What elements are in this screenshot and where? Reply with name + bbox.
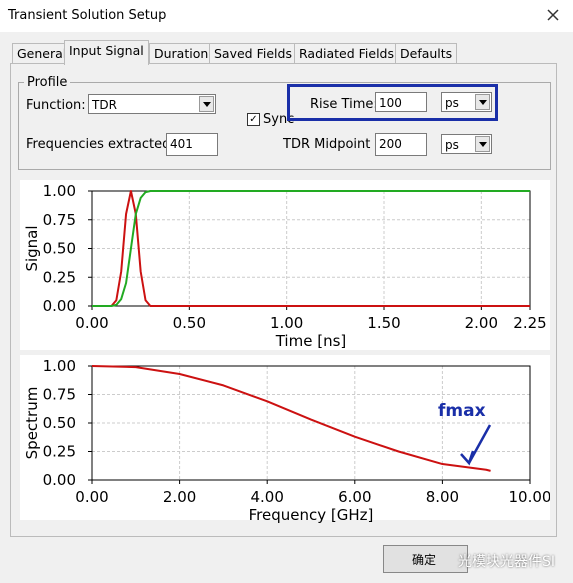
label: Sync bbox=[263, 112, 295, 127]
y-tick-label: 0.25 bbox=[43, 268, 76, 286]
plot-frame bbox=[91, 365, 531, 481]
rise-time-input[interactable]: 100 bbox=[375, 92, 427, 112]
label: Function: bbox=[26, 98, 86, 113]
charts: 0.00 0.25 0.50 0.75 1.00 0.00 0.50 1.00 1.50 2.00… bbox=[20, 180, 550, 524]
y-tick-label: 1.00 bbox=[43, 182, 76, 200]
x-tick-label: 8.00 bbox=[426, 488, 459, 506]
y-tick-label: 1.00 bbox=[43, 357, 76, 375]
x-tick-label: 2.25 bbox=[513, 314, 546, 332]
x-tick-label: 0.00 bbox=[75, 314, 108, 332]
x-tick-label: 2.00 bbox=[163, 488, 196, 506]
close-button[interactable] bbox=[546, 8, 560, 22]
midpoint-input[interactable]: 200 bbox=[375, 133, 427, 156]
x-axis-title: Frequency [GHz] bbox=[249, 506, 374, 524]
x-tick-label: 6.00 bbox=[338, 488, 371, 506]
ok-button[interactable]: 确定 bbox=[383, 545, 468, 573]
sync-checkbox[interactable]: ✓ bbox=[247, 113, 260, 126]
series-line bbox=[91, 365, 491, 472]
series-line bbox=[92, 190, 530, 307]
x-tick-label: 0.00 bbox=[75, 488, 108, 506]
tab[interactable]: Defaults bbox=[395, 43, 458, 64]
series-line bbox=[92, 190, 530, 307]
y-tick-label: 0.75 bbox=[43, 211, 76, 229]
x-tick-label: 2.00 bbox=[465, 314, 498, 332]
tab-panel bbox=[10, 63, 557, 537]
dropdown-arrow bbox=[475, 136, 490, 152]
y-tick-label: 0.50 bbox=[43, 414, 76, 432]
dropdown-arrow bbox=[199, 96, 214, 112]
select-value: ps bbox=[445, 138, 459, 152]
watermark: 光模块光器件SI bbox=[458, 554, 556, 570]
select-value: TDR bbox=[92, 98, 117, 112]
tab[interactable]: Saved Fields bbox=[209, 43, 297, 64]
unit-select[interactable]: ps bbox=[441, 134, 492, 154]
label: Frequencies extracted: bbox=[26, 137, 175, 152]
function-select[interactable]: TDR bbox=[88, 94, 216, 114]
annotation: fmax bbox=[438, 401, 486, 421]
chart-panel bbox=[20, 180, 550, 350]
x-tick-label: 10.00 bbox=[509, 488, 550, 506]
tab[interactable]: Duration bbox=[149, 43, 214, 64]
chart-panel bbox=[20, 355, 550, 520]
title-bar bbox=[0, 0, 573, 32]
y-tick-label: 0.25 bbox=[43, 443, 76, 461]
x-tick-label: 1.00 bbox=[270, 314, 303, 332]
tab[interactable]: General bbox=[12, 43, 72, 64]
profile-group bbox=[18, 82, 551, 170]
group-legend: Profile bbox=[24, 75, 71, 90]
y-tick-label: 0.00 bbox=[43, 297, 76, 315]
y-tick-label: 0.50 bbox=[43, 240, 76, 258]
window-title: Transient Solution Setup bbox=[8, 8, 167, 23]
select-value: ps bbox=[445, 96, 459, 110]
highlight-box bbox=[287, 84, 498, 121]
frequencies-input[interactable]: 401 bbox=[166, 133, 218, 156]
x-tick-label: 1.50 bbox=[367, 314, 400, 332]
label: TDR Midpoint bbox=[283, 137, 371, 152]
annotation-arrow bbox=[460, 424, 492, 466]
tab[interactable]: Radiated Fields bbox=[294, 43, 400, 64]
y-axis-title: Signal bbox=[23, 225, 41, 271]
label: Rise Time: bbox=[310, 97, 378, 112]
tab[interactable]: Input Signal bbox=[64, 40, 149, 65]
unit-select[interactable]: ps bbox=[441, 92, 492, 112]
x-tick-label: 4.00 bbox=[250, 488, 283, 506]
dropdown-arrow bbox=[475, 94, 490, 110]
y-tick-label: 0.00 bbox=[43, 471, 76, 489]
y-axis-title: Spectrum bbox=[23, 387, 41, 460]
x-tick-label: 0.50 bbox=[173, 314, 206, 332]
x-axis-title: Time [ns] bbox=[275, 332, 347, 350]
y-tick-label: 0.75 bbox=[43, 386, 76, 404]
